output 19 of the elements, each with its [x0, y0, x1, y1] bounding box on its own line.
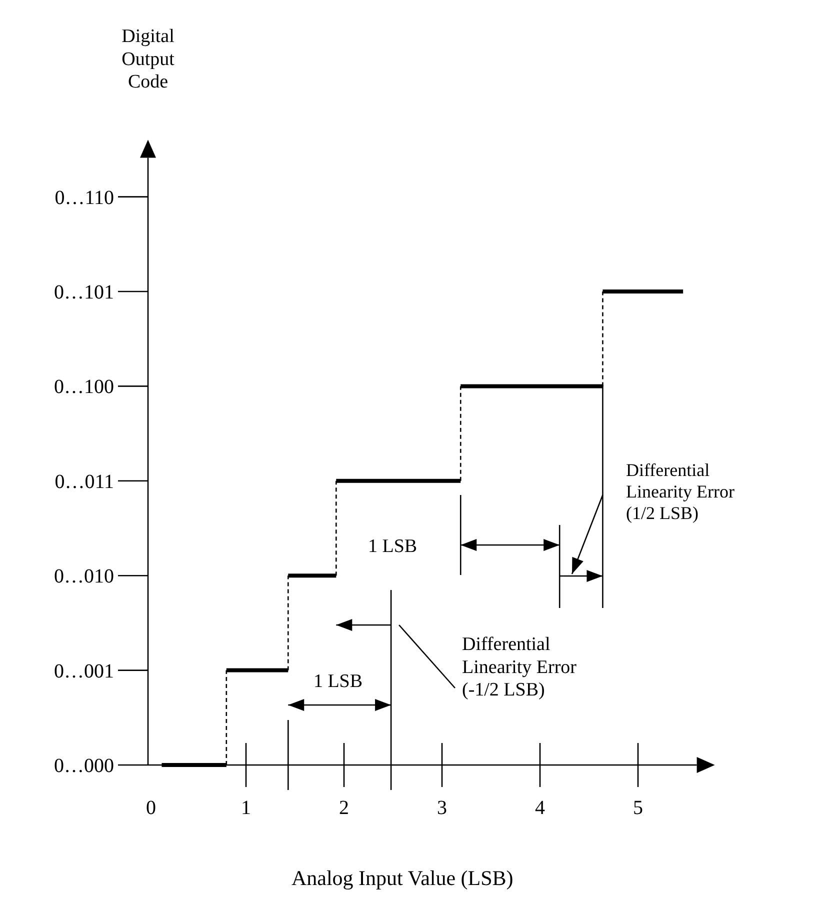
x-tick-label: 3 [437, 797, 447, 819]
x-tick-label: 0 [146, 797, 156, 819]
category-label: 0…110 [54, 186, 114, 209]
category-label: 0…011 [54, 470, 114, 493]
text: Digital Output Code [122, 26, 176, 93]
category-label: 0…000 [54, 755, 114, 777]
category-label: 0…001 [54, 660, 114, 682]
annotation: Differential Linearity Error (1/2 LSB) [626, 460, 734, 524]
category-label: 0…100 [54, 376, 114, 398]
annotation: 1 LSB [368, 536, 418, 557]
x-tick-label: 5 [633, 797, 643, 819]
x-tick-label: 1 [241, 797, 251, 819]
category-label: 0…010 [54, 566, 114, 588]
category-label: 0…101 [54, 282, 114, 304]
annotation: 1 LSB [313, 671, 363, 692]
x-tick-label: 4 [535, 797, 545, 819]
x-axis-title: Analog Input Value (LSB) [291, 866, 514, 890]
annotation: Differential Linearity Error (-1/2 LSB) [462, 634, 578, 701]
x-tick-label: 2 [339, 797, 349, 819]
